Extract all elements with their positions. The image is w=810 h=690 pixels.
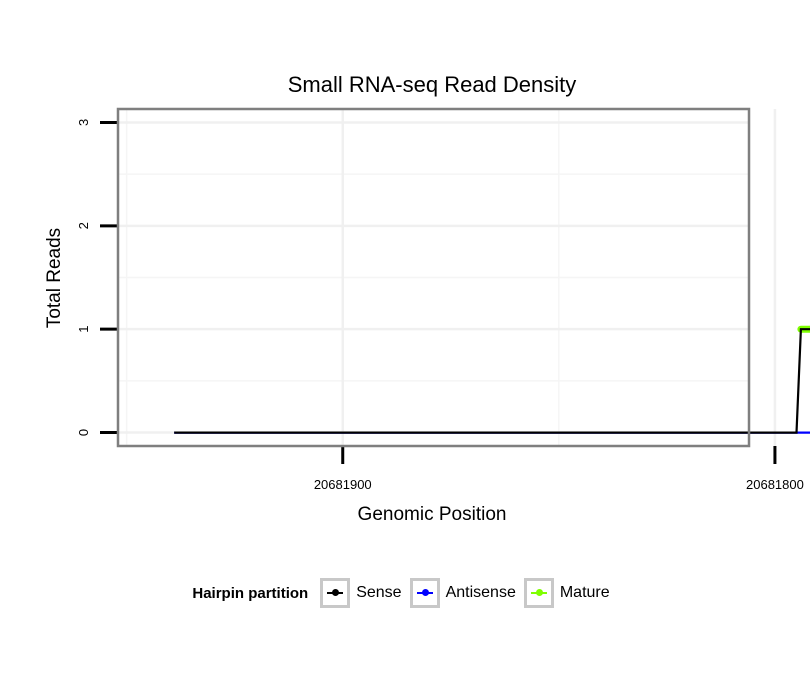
x-tick-label: 20681800 — [746, 477, 804, 492]
legend-item-sense: Sense — [320, 578, 401, 608]
y-axis-title: Total Reads — [44, 228, 65, 328]
y-tick-label: 0 — [76, 429, 91, 436]
y-tick-label: 1 — [76, 326, 91, 333]
legend-item-mature: Mature — [524, 578, 610, 608]
legend-label-antisense: Antisense — [446, 584, 516, 602]
legend-key-antisense — [410, 578, 440, 608]
x-tick-label: 20681900 — [314, 477, 372, 492]
legend-key-mature — [524, 578, 554, 608]
y-tick-label: 2 — [76, 222, 91, 229]
legend-label-mature: Mature — [560, 584, 610, 602]
legend: Hairpin partition Sense Antisense Mature — [0, 578, 810, 608]
x-axis: 20681900 20681800 — [314, 446, 804, 492]
y-tick-label: 3 — [76, 119, 91, 126]
plot-panel — [118, 109, 810, 446]
legend-item-antisense: Antisense — [410, 578, 516, 608]
y-axis: 0 1 2 3 — [76, 119, 118, 436]
legend-key-sense — [320, 578, 350, 608]
chart-title: Small RNA-seq Read Density — [288, 72, 577, 97]
legend-label-sense: Sense — [356, 584, 401, 602]
x-axis-title: Genomic Position — [358, 504, 507, 525]
legend-title: Hairpin partition — [192, 585, 308, 602]
